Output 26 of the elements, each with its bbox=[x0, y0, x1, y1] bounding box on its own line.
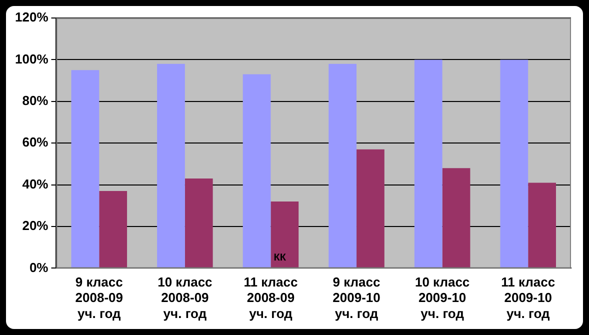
bar bbox=[270, 201, 299, 268]
x-tick-label: 10 класс 2009-10 уч. год bbox=[414, 274, 470, 321]
y-tick-label: 100% bbox=[15, 51, 49, 66]
y-tick-label: 120% bbox=[15, 10, 49, 25]
x-tick-label: 9 класс 2008-09 уч. год bbox=[75, 274, 124, 321]
annotation: КК bbox=[274, 252, 287, 264]
bar bbox=[414, 60, 442, 268]
bar bbox=[242, 74, 271, 268]
x-tick-label: 11 класс 2008-09 уч. год bbox=[244, 274, 298, 321]
bar bbox=[356, 149, 384, 268]
bar bbox=[500, 60, 528, 268]
y-tick-label: 60% bbox=[22, 134, 49, 150]
y-tick-label: 20% bbox=[22, 218, 49, 234]
bar bbox=[184, 178, 213, 268]
bar bbox=[442, 168, 470, 268]
bar bbox=[71, 70, 100, 268]
bar bbox=[328, 64, 357, 268]
bar bbox=[157, 64, 185, 268]
x-tick-label: 9 класс 2009-10 уч. год bbox=[332, 274, 380, 321]
bar bbox=[99, 191, 128, 268]
x-tick-label: 11 класс 2009-10 уч. год bbox=[501, 274, 556, 321]
y-tick-label: 0% bbox=[29, 260, 49, 275]
y-tick-label: 80% bbox=[22, 92, 49, 108]
y-tick-label: 40% bbox=[22, 176, 49, 192]
x-tick-label: 10 класс 2008-09 уч. год bbox=[158, 274, 212, 321]
bar bbox=[528, 182, 556, 268]
